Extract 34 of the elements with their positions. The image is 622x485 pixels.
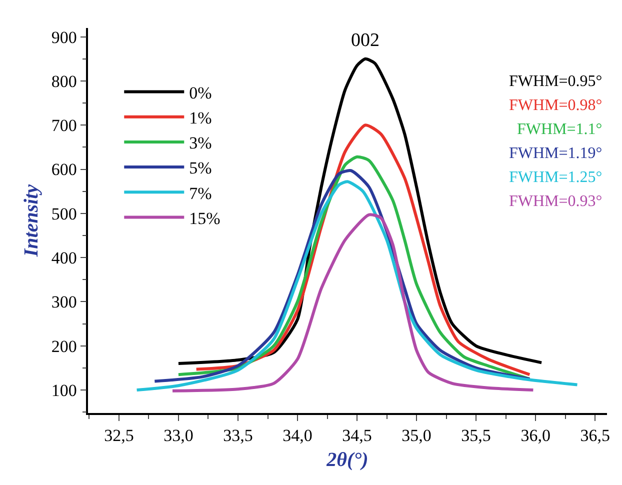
- legend-label: 3%: [189, 134, 212, 153]
- y-axis-title: Intensity: [20, 184, 42, 258]
- x-tick-label: 34,0: [282, 426, 312, 446]
- annotation: 002: [351, 30, 380, 51]
- x-tick-label: 35,5: [461, 426, 491, 446]
- x-tick-label: 34,5: [342, 426, 372, 446]
- y-tick-label: 900: [51, 28, 77, 47]
- line-series: [171, 213, 535, 392]
- legend-label: 5%: [189, 158, 212, 178]
- x-tick-label: 36,5: [580, 426, 610, 446]
- annotation: FWHM=0.98°: [509, 97, 602, 114]
- annotation: FWHM=0.93°: [509, 193, 602, 210]
- legend-label: 15%: [189, 208, 220, 228]
- y-tick-label: 100: [51, 380, 77, 400]
- legend-label: 1%: [189, 108, 212, 128]
- y-tick-label: 200: [51, 336, 77, 356]
- x-axis-title: 2θ(°): [326, 449, 368, 472]
- annotation: FWHM=1.19°: [509, 145, 602, 162]
- y-tick-label: 400: [51, 248, 77, 268]
- y-tick-label: 600: [51, 160, 77, 180]
- annotation: FWHM=1.25°: [509, 169, 602, 186]
- x-tick-label: 33,0: [164, 426, 194, 446]
- x-tick-label: 35,0: [402, 426, 432, 446]
- y-tick-label: 700: [51, 116, 77, 136]
- x-tick-label: 32,5: [104, 426, 134, 446]
- legend-label: 0%: [189, 83, 212, 102]
- x-tick-label: 36,0: [520, 426, 550, 446]
- legend-label: 7%: [189, 184, 212, 203]
- x-tick-label: 33,5: [223, 426, 253, 446]
- y-tick-label: 300: [51, 292, 77, 312]
- y-tick-label: 800: [51, 72, 77, 91]
- y-tick-label: 500: [51, 204, 77, 224]
- annotation: FWHM=1.1°: [517, 121, 602, 138]
- annotation: FWHM=0.95°: [509, 73, 602, 90]
